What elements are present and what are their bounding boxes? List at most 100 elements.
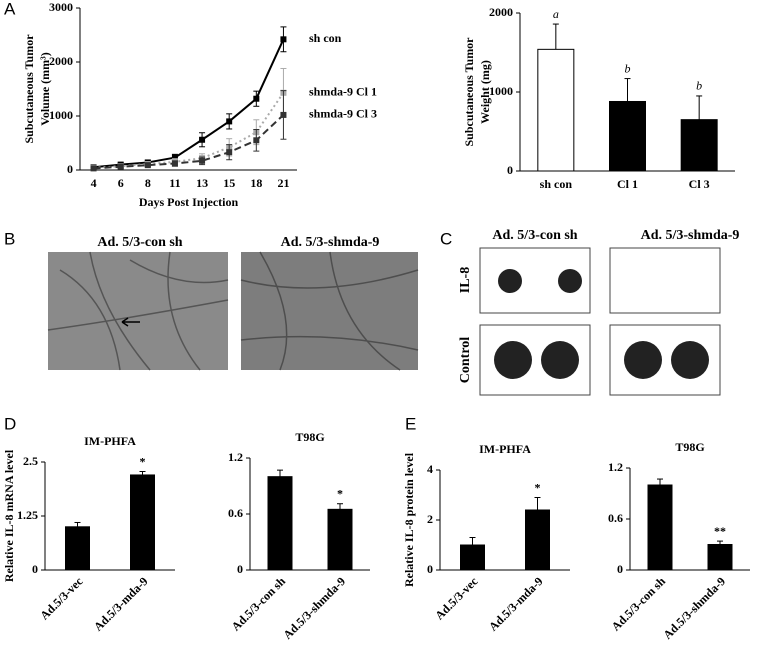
y-tick-label: 1.25 [17,508,38,522]
bar [327,508,353,571]
y-axis-label: Relative IL-8 mRNA level [2,449,16,582]
data-point [226,118,233,125]
x-tick-label: Ad.5/3-con sh [609,574,669,634]
y-axis-label: Subcutaneous Tumor [462,37,476,147]
y-tick-label: 0 [237,562,243,576]
panel-label: A [4,0,16,18]
x-tick-label: 15 [223,176,235,190]
y-tick-label: 0 [617,562,623,576]
y-tick-label: 0.6 [228,506,243,520]
y-tick-label: 2 [427,512,433,526]
y-axis-label: Weight (mg) [478,60,492,124]
blot-label: IL-8 [458,267,473,293]
x-tick-label: Cl 3 [689,177,710,191]
y-tick-label: 1000 [489,84,513,98]
x-tick-label: 11 [169,176,180,190]
x-tick-label: 13 [196,176,208,190]
y-tick-label: 2.5 [23,454,38,468]
bar-label: b [625,61,631,75]
chart-title: T98G [295,430,324,444]
y-tick-label: 0 [427,562,433,576]
x-tick-label: Ad.5/3-mda-9 [486,574,546,634]
series-line [93,92,285,169]
y-axis-label: Volume (mm³) [38,52,52,125]
y-tick-label: 1.2 [228,450,243,464]
series-label: shmda-9 Cl 3 [309,107,377,121]
x-tick-label: Ad.5/3-mda-9 [91,574,151,634]
micrograph [47,251,229,371]
bar-label: * [337,486,343,500]
y-tick-label: 0 [32,562,38,576]
micrograph [240,251,419,371]
bar [525,509,550,571]
data-point [226,149,233,156]
bar-label: * [140,454,146,468]
blot-spot [494,269,709,379]
x-axis-label: Days Post Injection [139,195,239,209]
data-point [171,154,178,161]
y-tick-label: 1.2 [608,460,623,474]
chart-title: IM-PHFA [479,442,531,456]
y-tick-label: 0 [507,163,513,177]
y-tick-label: 0 [67,162,73,176]
bar [537,48,575,172]
bar-label: b [696,79,702,93]
image-label: Ad. 5/3-con sh [97,235,182,250]
bar [647,484,673,571]
data-point [253,137,260,144]
y-tick-label: 0.6 [608,511,623,525]
bar [707,544,733,571]
x-tick-label: 8 [145,176,151,190]
panel-label: C [440,229,452,248]
chart-title: T98G [675,440,704,454]
panel-label: D [4,414,16,433]
y-tick-label: 1000 [49,108,73,122]
x-tick-label: 6 [118,176,124,190]
data-point [199,136,206,143]
x-tick-label: Cl 1 [617,177,638,191]
bar-label: a [553,7,559,21]
data-point [90,165,97,172]
bar [130,474,155,571]
panel-label: E [405,414,416,433]
y-tick-label: 2000 [49,54,73,68]
x-tick-label: Ad.5/3-vec [37,574,86,623]
x-tick-label: Ad.5/3-shmda-9 [660,574,728,642]
image-label: Ad. 5/3-shmda-9 [281,235,380,250]
x-tick-label: 21 [277,176,289,190]
chart-title: IM-PHFA [84,434,136,448]
bar-label: ** [714,524,726,538]
data-point [280,36,287,43]
data-point [144,162,151,169]
data-point [199,157,206,164]
data-point [280,111,287,118]
bar [680,119,718,172]
data-point [171,160,178,167]
series-line [93,38,285,169]
blot-label: Ad. 5/3-shmda-9 [641,228,740,243]
y-tick-label: 2000 [489,5,513,19]
data-point [253,95,260,102]
x-tick-label: Ad.5/3-con sh [229,574,289,634]
y-axis-label: Subcutaneous Tumor [22,34,36,144]
bar [65,526,90,571]
y-tick-label: 4 [427,462,433,476]
x-tick-label: sh con [540,177,573,191]
panel-label: B [4,229,15,248]
blot-label: Control [458,337,473,384]
bar [609,100,646,172]
series-label: sh con [309,31,342,45]
bar [460,544,485,571]
bar [267,476,293,571]
y-axis-label: Relative IL-8 protein level [402,452,416,587]
y-tick-label: 3000 [49,0,73,14]
x-tick-label: Ad.5/3-shmda-9 [280,574,348,642]
data-point [117,163,124,170]
x-tick-label: Ad.5/3-vec [432,574,481,623]
x-tick-label: 4 [91,176,97,190]
x-tick-label: 18 [250,176,262,190]
bar-label: * [535,480,541,494]
series-label: shmda-9 Cl 1 [309,85,377,99]
blot-label: Ad. 5/3-con sh [492,228,577,243]
